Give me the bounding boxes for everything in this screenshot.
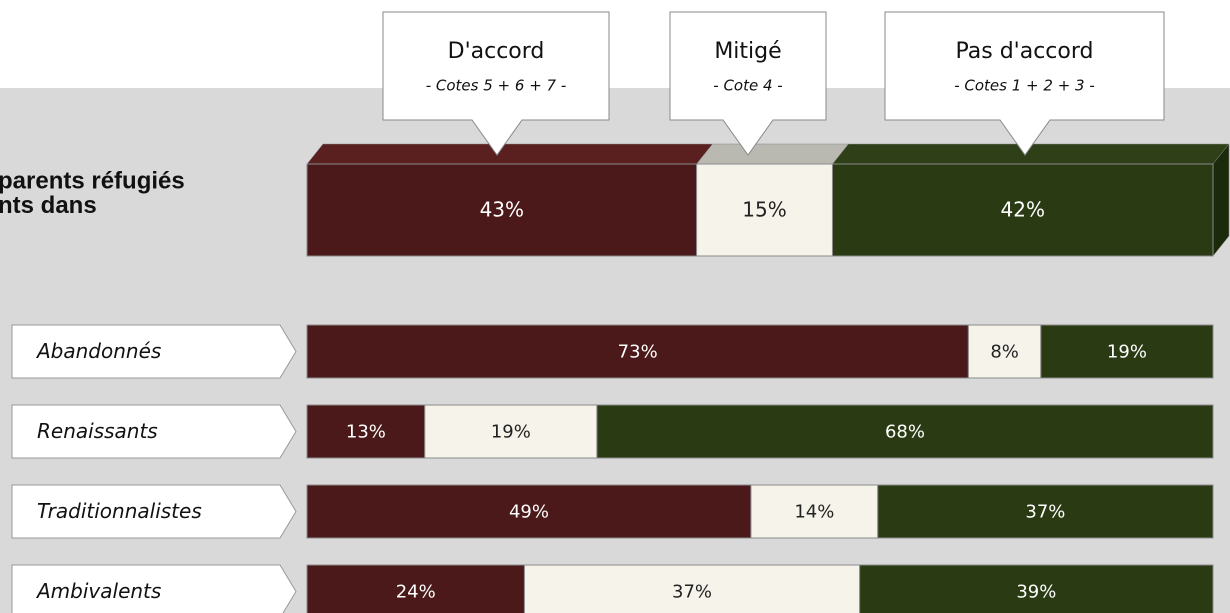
category-label: Ambivalents xyxy=(35,579,161,603)
category-box xyxy=(11,564,297,613)
bar-segment xyxy=(306,324,969,379)
bar-segment xyxy=(424,404,598,459)
bar-segment xyxy=(967,324,1042,379)
value-label: 37% xyxy=(672,582,712,603)
category-box xyxy=(11,484,297,539)
bar-segment xyxy=(859,564,1214,613)
bar-segment xyxy=(596,404,1214,459)
value-label: 37% xyxy=(1025,502,1065,523)
legend-name: Pas d'accord xyxy=(956,39,1094,64)
legend-subtitle: - Cotes 1 + 2 + 3 - xyxy=(954,77,1095,95)
value-label: 49% xyxy=(509,502,549,523)
bar-side-face xyxy=(1212,143,1230,257)
value-label: 42% xyxy=(1001,198,1045,222)
value-label: 68% xyxy=(885,422,925,443)
bar-segment xyxy=(306,564,525,613)
bar-top-face xyxy=(306,143,714,165)
bar-segment xyxy=(306,484,752,539)
value-label: 19% xyxy=(1107,342,1147,363)
legend-name: Mitigé xyxy=(714,39,781,64)
legend-subtitle: - Cotes 5 + 6 + 7 - xyxy=(426,77,567,95)
title-line: parents réfugiés xyxy=(0,167,185,194)
category-label: Abandonnés xyxy=(35,339,161,363)
value-label: 19% xyxy=(491,422,531,443)
bar-segment xyxy=(523,564,861,613)
legend-callout xyxy=(382,11,610,156)
category-label: Traditionnalistes xyxy=(37,499,202,523)
value-label: 13% xyxy=(346,422,386,443)
category-box xyxy=(11,324,297,379)
value-label: 73% xyxy=(618,342,658,363)
legend-callout xyxy=(884,11,1165,156)
bar-segment xyxy=(1040,324,1214,379)
value-label: 15% xyxy=(742,198,786,222)
value-label: 24% xyxy=(396,582,436,603)
category-box xyxy=(11,404,297,459)
value-label: 43% xyxy=(480,198,524,222)
title-line: nts dans xyxy=(0,192,97,219)
bar-segment xyxy=(877,484,1214,539)
value-label: 14% xyxy=(794,502,834,523)
legend-subtitle: - Cote 4 - xyxy=(713,77,782,95)
bar-segment xyxy=(750,484,879,539)
bar-top-face xyxy=(696,143,850,165)
legend-callout xyxy=(669,11,827,156)
bar-segment xyxy=(831,163,1214,257)
legend-name: D'accord xyxy=(448,39,545,64)
value-label: 8% xyxy=(990,342,1019,363)
bar-segment xyxy=(306,163,698,257)
value-label: 39% xyxy=(1016,582,1056,603)
category-label: Renaissants xyxy=(37,419,158,443)
